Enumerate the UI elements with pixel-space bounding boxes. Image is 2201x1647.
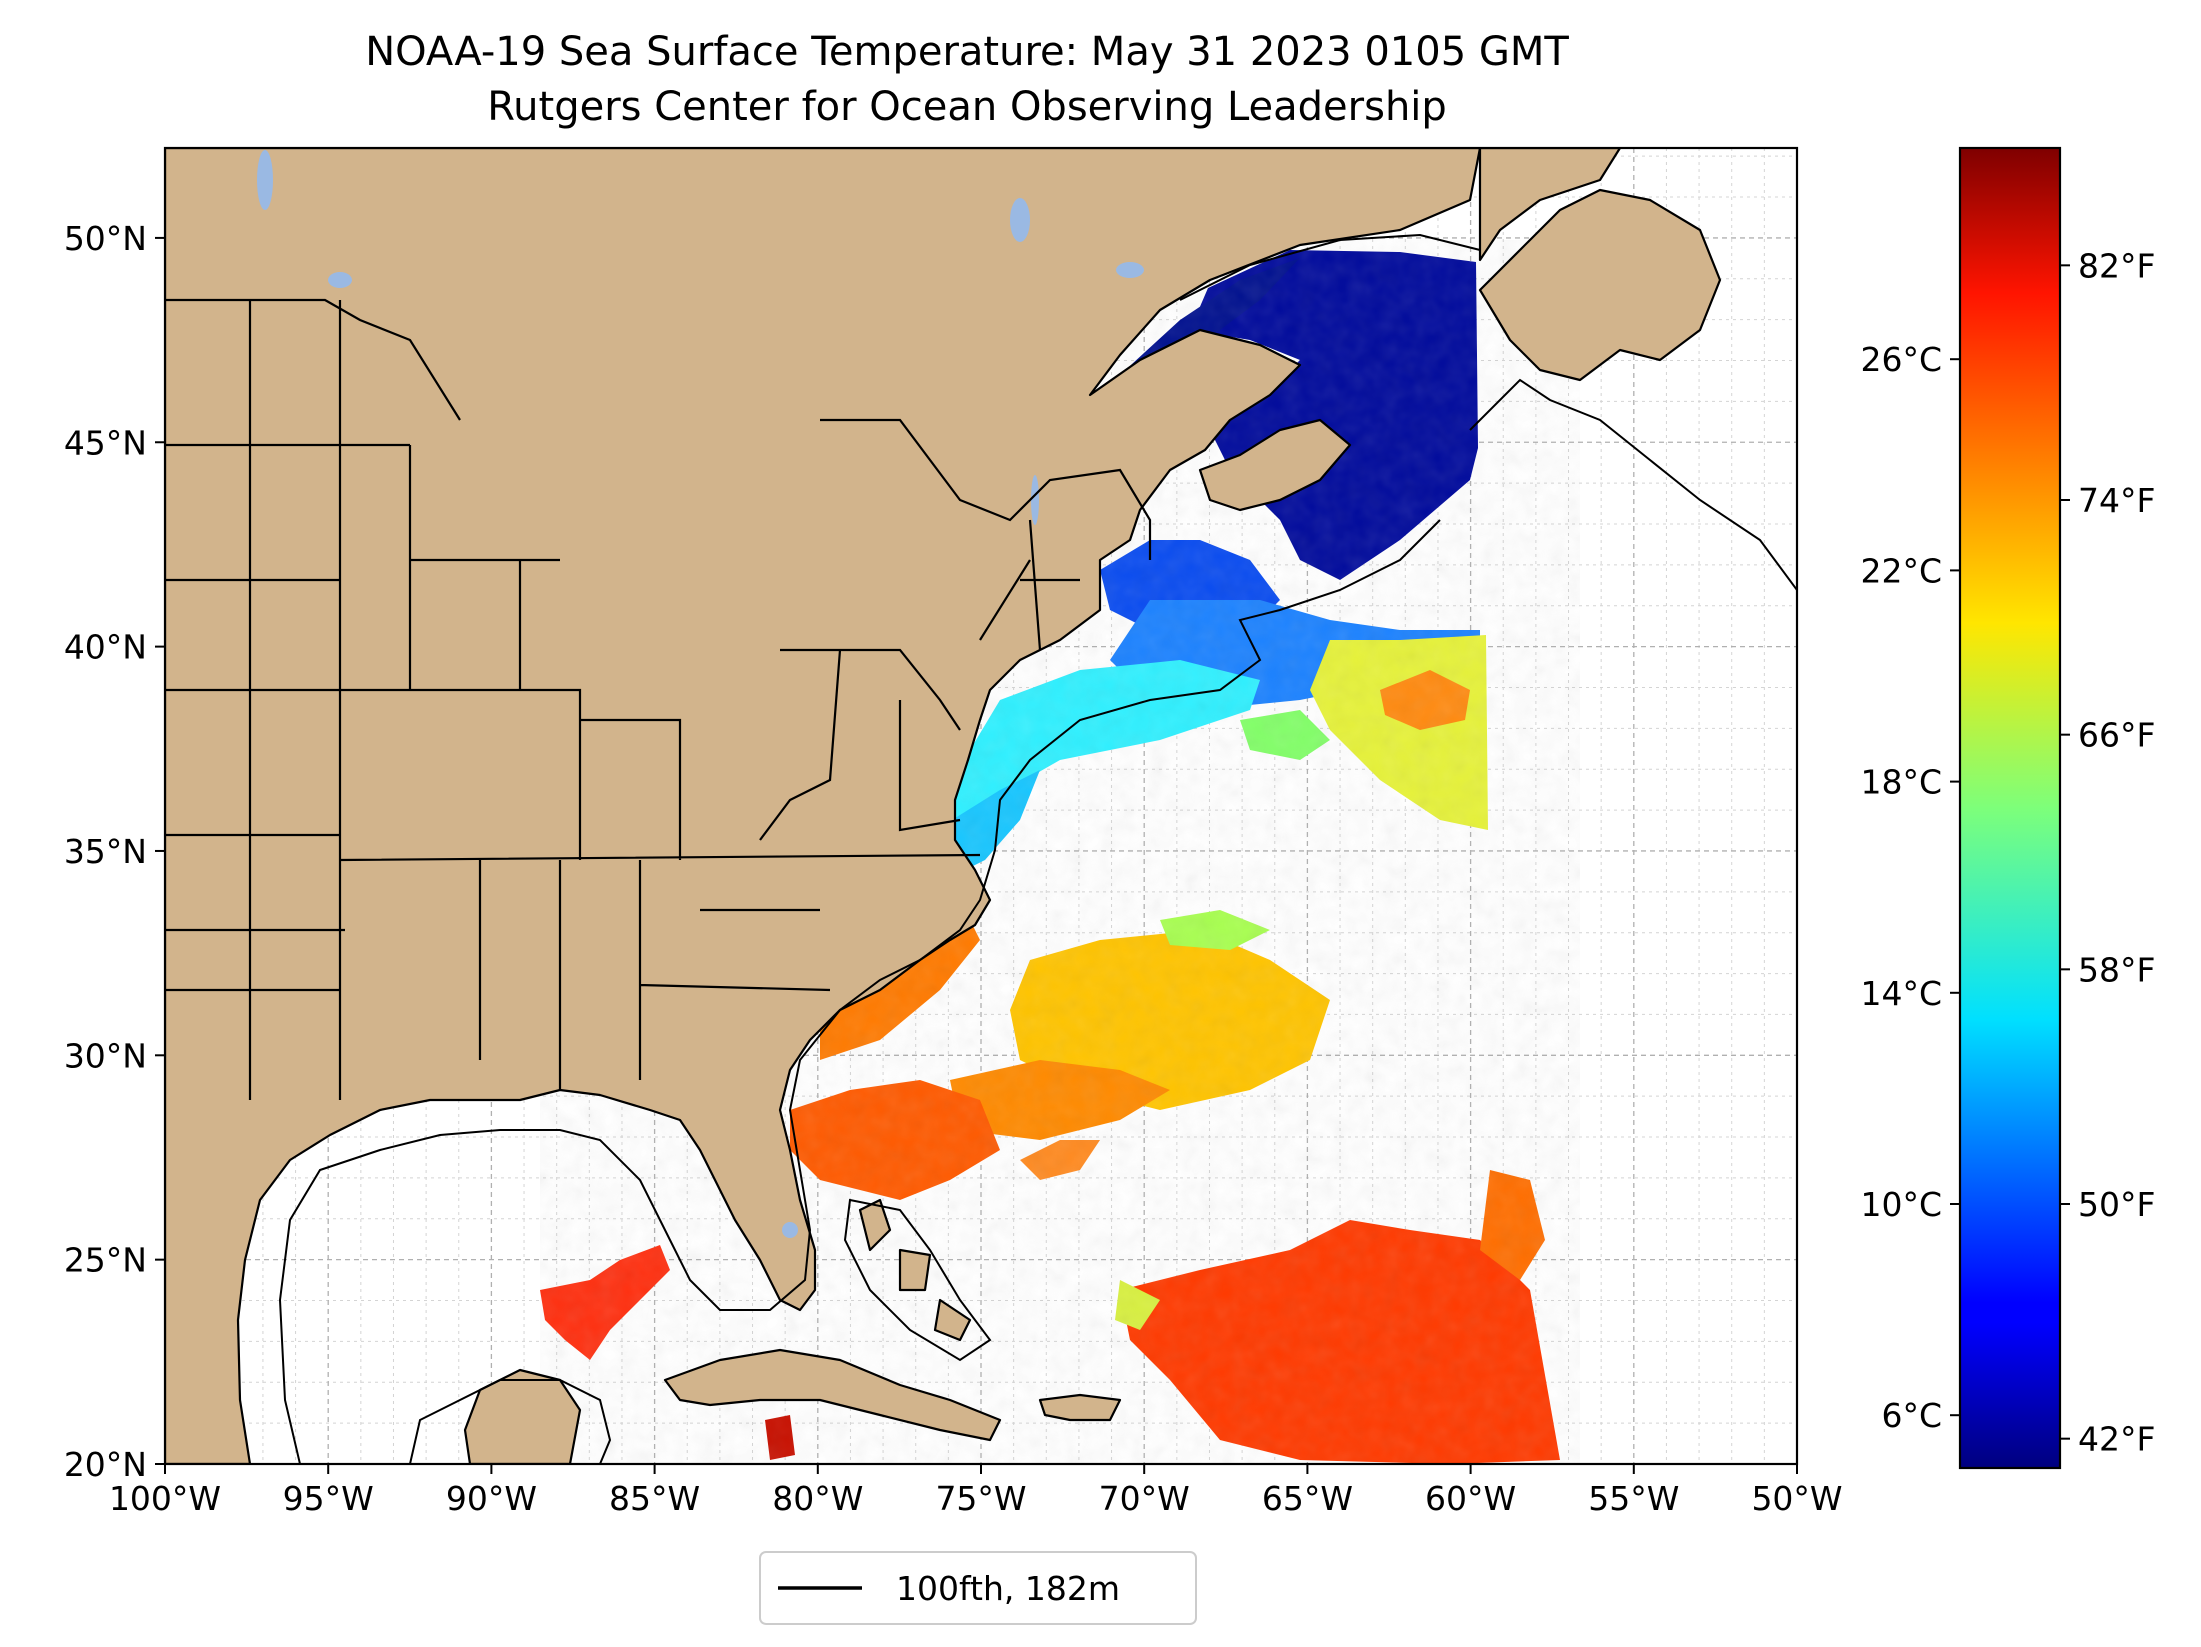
y-tick-label: 20°N — [64, 1445, 147, 1484]
legend: 100fth, 182m — [759, 1551, 1197, 1625]
x-tick-label: 90°W — [446, 1479, 537, 1518]
state-lines-east — [759, 519, 1080, 841]
title-line-1: NOAA-19 Sea Surface Temperature: May 31 … — [365, 29, 1569, 75]
land-yucatan — [463, 1368, 582, 1464]
colorbar-celsius-ticks: 6°C 10°C 14°C 18°C 22°C 26°C — [1860, 340, 1960, 1435]
land-cuba — [663, 1348, 1002, 1442]
x-tick-label: 65°W — [1262, 1479, 1353, 1518]
lake-okeechobee — [782, 1222, 798, 1238]
celsius-tick-label: 18°C — [1860, 763, 1942, 802]
x-tick-label: 50°W — [1751, 1479, 1842, 1518]
title-line-2: Rutgers Center for Ocean Observing Leade… — [487, 84, 1447, 130]
y-tick-label: 30°N — [64, 1036, 147, 1075]
y-tick-label: 50°N — [64, 219, 147, 258]
land-nova-scotia — [1198, 418, 1352, 512]
isobath-yucatan — [409, 1379, 612, 1464]
lake-winnipeg-region — [257, 150, 273, 210]
land-newfoundland — [1478, 188, 1722, 382]
land-bahamas — [858, 1198, 972, 1342]
legend-label: 100fth, 182m — [896, 1569, 1120, 1608]
celsius-tick-label: 26°C — [1860, 340, 1942, 379]
isobath-newfoundland — [1469, 378, 1797, 591]
fahrenheit-tick-label: 50°F — [2078, 1185, 2155, 1224]
map-panel: 100°W 95°W 90°W 85°W 80°W 75°W 70°W 65°W 60°W 55°… — [64, 146, 1843, 1518]
land-labrador — [1478, 148, 1622, 262]
x-tick-label: 80°W — [772, 1479, 863, 1518]
x-tick-label: 85°W — [609, 1479, 700, 1518]
state-lines-central — [339, 558, 981, 1090]
y-tick-label: 40°N — [64, 628, 147, 667]
fahrenheit-tick-label: 66°F — [2078, 716, 2155, 755]
y-tick-label: 25°N — [64, 1241, 147, 1280]
celsius-tick-label: 6°C — [1881, 1396, 1942, 1435]
lake-small-1 — [328, 272, 352, 288]
lake-champlain — [1031, 475, 1039, 525]
x-tick-label: 60°W — [1425, 1479, 1516, 1518]
lake-small-2 — [1010, 198, 1030, 242]
celsius-tick-label: 10°C — [1860, 1185, 1942, 1224]
legend-box — [759, 1551, 1197, 1625]
x-tick-label: 70°W — [1099, 1479, 1190, 1518]
us-canada-border — [165, 298, 1152, 560]
political-borders — [165, 298, 1152, 1100]
colorbar: 6°C 10°C 14°C 18°C 22°C 26°C 42°F 50°F 58°F 66°F… — [1860, 146, 2155, 1470]
isobath-bahamas — [843, 1198, 992, 1362]
state-lines-west — [165, 300, 412, 1100]
x-tick-label: 100°W — [109, 1479, 221, 1518]
land-layer — [165, 148, 1722, 1464]
fahrenheit-tick-label: 58°F — [2078, 950, 2155, 989]
isobath-laurentian — [1179, 233, 1481, 301]
x-tick-label: 95°W — [283, 1479, 374, 1518]
fahrenheit-tick-label: 82°F — [2078, 246, 2155, 285]
inland-lakes — [257, 150, 1144, 1238]
colorbar-fahrenheit-ticks: 42°F 50°F 58°F 66°F 74°F 82°F — [2060, 246, 2155, 1459]
colorbar-gradient — [1958, 146, 2062, 1470]
fahrenheit-tick-label: 74°F — [2078, 481, 2155, 520]
celsius-tick-label: 22°C — [1860, 551, 1942, 590]
y-tick-label: 35°N — [64, 832, 147, 871]
celsius-tick-label: 14°C — [1860, 974, 1942, 1013]
x-tick-label: 55°W — [1588, 1479, 1679, 1518]
map-ticks: 100°W 95°W 90°W 85°W 80°W 75°W 70°W 65°W 60°W 55°… — [64, 219, 1843, 1518]
fahrenheit-tick-label: 42°F — [2078, 1420, 2155, 1459]
lake-small-3 — [1116, 262, 1144, 278]
isobath-100fth — [278, 233, 1797, 1464]
x-tick-label: 75°W — [935, 1479, 1026, 1518]
y-tick-label: 45°N — [64, 423, 147, 462]
land-hispaniola — [1038, 1393, 1122, 1422]
isobath-atlantic-shelf — [278, 519, 1441, 1464]
